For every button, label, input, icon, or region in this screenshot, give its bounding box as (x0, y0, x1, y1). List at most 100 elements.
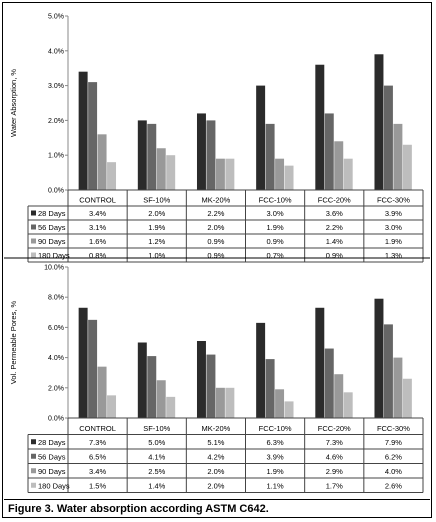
chart-0-data-label: 1.3% (385, 251, 402, 260)
chart-0-bar (206, 120, 216, 190)
chart-0-legend-label: 28 Days (38, 209, 66, 218)
chart-1-bar (275, 389, 285, 418)
chart-0-x-tick-label: FCC-30% (377, 196, 410, 205)
chart-0-bar (374, 54, 384, 190)
chart-0-bar (156, 148, 166, 190)
chart-1-bar (206, 354, 216, 418)
chart-0-data-label: 2.2% (207, 209, 224, 218)
chart-0-bar (265, 123, 275, 190)
chart-0-bar (284, 165, 294, 190)
chart-0-bar (137, 120, 147, 190)
chart-0-x-tick-label: FCC-20% (318, 196, 351, 205)
chart-0-y-tick-label: 1.0% (48, 153, 64, 160)
chart-0-x-tick-label: MK-20% (202, 196, 231, 205)
chart-0-bar (215, 158, 225, 190)
chart-1-bar (324, 348, 334, 418)
chart-1-bar (88, 319, 98, 418)
chart-1-y-tick-label: 6.0% (48, 325, 64, 332)
chart-1-legend-swatch (31, 482, 36, 488)
chart-0-data-label: 0.9% (326, 251, 343, 260)
chart-1-legend-swatch (31, 453, 36, 459)
chart-0-bar (107, 162, 117, 190)
chart-1-data-label: 5.1% (207, 438, 224, 447)
chart-1-bar (78, 307, 88, 418)
chart-0-legend-label: 90 Days (38, 237, 66, 246)
chart-0-data-label: 0.7% (267, 251, 284, 260)
chart-0-legend-swatch (31, 224, 36, 230)
chart-0-data-label: 1.6% (89, 237, 106, 246)
chart-1-legend-swatch (31, 468, 36, 474)
chart-1-y-axis-label: Vol. Permeable Pores, % (9, 300, 18, 384)
chart-0-data-label: 0.9% (207, 251, 224, 260)
chart-1-bar (265, 359, 275, 418)
chart-1-bar (166, 396, 176, 418)
chart-1-data-label: 2.0% (207, 467, 224, 476)
chart-0-x-tick-label: FCC-10% (259, 196, 292, 205)
chart-1-x-tick-label: FCC-10% (259, 424, 292, 433)
chart-1-data-label: 6.2% (385, 453, 402, 462)
chart-1-legend-label: 28 Days (38, 438, 66, 447)
figure-caption: Figure 3. Water absorption according AST… (4, 499, 430, 517)
chart-1-data-label: 5.0% (148, 438, 165, 447)
chart-1-data-label: 7.3% (326, 438, 343, 447)
chart-0-legend-swatch (31, 210, 36, 216)
chart-0-data-label: 3.0% (385, 223, 402, 232)
chart-1-y-tick-label: 0.0% (48, 416, 64, 423)
chart-1-bar (334, 374, 344, 418)
chart-1-data-label: 2.0% (207, 482, 224, 491)
chart-1-bar (215, 387, 225, 418)
chart-0-data-label: 2.0% (207, 223, 224, 232)
chart-1-legend-label: 56 Days (38, 453, 66, 462)
chart-0-bar (324, 113, 334, 190)
chart-0-bar (196, 113, 206, 190)
chart-0-data-label: 3.1% (89, 223, 106, 232)
chart-1-bar (402, 378, 412, 418)
chart-1-bar (256, 322, 266, 418)
chart-0-data-label: 1.9% (385, 237, 402, 246)
chart-0-y-axis-label: Water Absorption, % (9, 69, 18, 137)
figure-charts: 0.0% 1.0% 2.0% 3.0% 4.0% 5.0% Water Absorption… (4, 14, 430, 493)
chart-0-data-label: 1.2% (148, 237, 165, 246)
chart-0-data-label: 2.0% (148, 209, 165, 218)
chart-1-data-label: 4.0% (385, 467, 402, 476)
chart-1-bar (97, 366, 107, 418)
chart-1-legend-swatch (31, 439, 36, 445)
chart-0-bar (78, 71, 88, 190)
chart-0-data-label: 0.9% (267, 237, 284, 246)
chart-0-data-label: 3.0% (267, 209, 284, 218)
chart-1-legend-label: 180 Days (38, 482, 70, 491)
chart-1-x-tick-label: FCC-20% (318, 424, 351, 433)
chart-1-data-label: 2.6% (385, 482, 402, 491)
chart-1-x-tick-label: MK-20% (202, 424, 231, 433)
chart-1-y-tick-label: 8.0% (48, 295, 64, 302)
chart-0-data-label: 3.6% (326, 209, 343, 218)
chart-0-legend-swatch (31, 252, 36, 258)
chart-1-x-tick-label: SF-10% (143, 424, 170, 433)
chart-0-bar (88, 82, 98, 190)
figure-frame (2, 2, 432, 518)
chart-0-bar (256, 85, 266, 190)
chart-1-data-label: 2.5% (148, 467, 165, 476)
chart-0-legend-label: 56 Days (38, 223, 66, 232)
chart-1-data-label: 7.3% (89, 438, 106, 447)
chart-0-y-tick-label: 2.0% (48, 118, 64, 125)
chart-1-x-tick-label: CONTROL (79, 424, 116, 433)
chart-0-data-label: 2.2% (326, 223, 343, 232)
chart-1-y-tick-label: 4.0% (48, 355, 64, 362)
chart-0-bar (97, 134, 107, 190)
chart-0-bar (393, 123, 403, 190)
chart-0-y-tick-label: 0.0% (48, 188, 64, 195)
chart-0-x-tick-label: CONTROL (79, 196, 116, 205)
chart-1-data-label: 6.3% (267, 438, 284, 447)
chart-0-data-label: 0.9% (207, 237, 224, 246)
chart-1-bar (393, 357, 403, 418)
chart-1-data-label: 7.9% (385, 438, 402, 447)
chart-1-y-tick-label: 10.0% (44, 265, 64, 272)
chart-0-data-label: 3.9% (385, 209, 402, 218)
chart-0-data-label: 1.0% (148, 251, 165, 260)
chart-1-data-label: 1.1% (267, 482, 284, 491)
chart-0-y-tick-label: 4.0% (48, 48, 64, 55)
chart-0-legend-swatch (31, 238, 36, 244)
chart-1-data-label: 3.4% (89, 467, 106, 476)
chart-1-data-label: 1.9% (267, 467, 284, 476)
